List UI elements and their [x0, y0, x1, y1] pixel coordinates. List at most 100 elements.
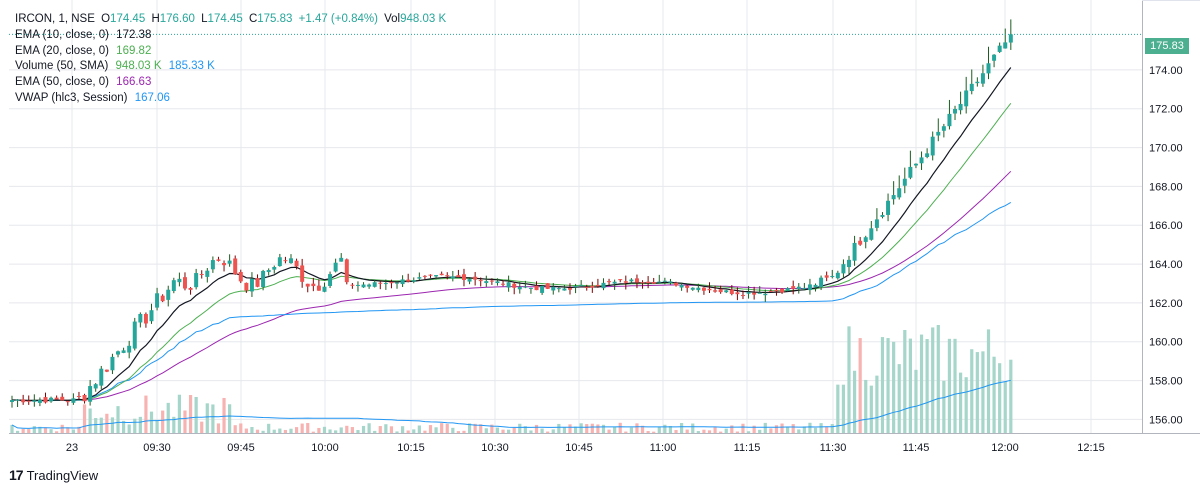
candle-body [891, 195, 896, 200]
vwap-value: 167.06 [134, 91, 170, 104]
candle-body [1008, 34, 1013, 43]
candle-body [71, 398, 76, 403]
candle-body [205, 270, 210, 277]
candle-body [266, 270, 271, 273]
candle-body [958, 103, 963, 111]
candle-body [166, 289, 171, 300]
candle-body [757, 292, 762, 294]
candle-body [796, 286, 801, 290]
candle-body [646, 281, 651, 284]
volume-bar [367, 423, 371, 433]
chart-legend: IRCON, 1, NSE O174.45 H176.60 L174.45 C1… [15, 12, 446, 107]
tradingview-brand[interactable]: 17 TradingView [9, 467, 98, 483]
candle-body [21, 399, 26, 403]
candle-body [735, 292, 740, 295]
candle-body [930, 136, 935, 156]
volume-bar [172, 416, 176, 433]
volume-bar [60, 424, 64, 433]
candle-body [65, 401, 70, 403]
volume-bar [99, 417, 103, 433]
symbol-label[interactable]: IRCON, 1, NSE [15, 13, 95, 25]
volume-bar [462, 430, 466, 433]
volume-bar [819, 423, 823, 433]
candle-body [272, 267, 277, 270]
candle-body [10, 400, 14, 402]
volume-bar [752, 425, 756, 433]
candle-body [93, 384, 98, 389]
candle-body [194, 273, 199, 288]
candle-body [584, 287, 589, 289]
candle-body [858, 240, 863, 245]
ema10-row[interactable]: EMA (10, close, 0) 172.38 [15, 28, 446, 44]
candle-body [127, 345, 132, 353]
volume-bar [914, 369, 918, 433]
candle-body [880, 214, 885, 217]
tradingview-logo-icon: 17 [9, 467, 24, 483]
candle-body [222, 263, 227, 266]
volume-bar [233, 425, 237, 433]
candle-body [941, 126, 946, 131]
volume-bar [652, 431, 656, 433]
ema50-label: EMA (50, close, 0) [15, 76, 109, 89]
volume-bar [892, 341, 896, 433]
volume-bar [880, 337, 885, 433]
candle-body [76, 395, 81, 397]
volume-bar [255, 429, 260, 433]
candle-body [913, 163, 918, 166]
close-value: 175.83 [257, 13, 293, 25]
candle-body [919, 157, 924, 164]
volume-bar [272, 429, 276, 433]
volume-bar [680, 423, 684, 433]
y-tick-label: 172.00 [1149, 104, 1183, 116]
x-tick-label: 12:00 [991, 442, 1019, 454]
volume-bar [200, 421, 204, 433]
volume-bar [15, 430, 20, 433]
volume-bar [534, 424, 539, 433]
volume-bar [992, 356, 996, 433]
volume-bar [127, 424, 131, 433]
volume-bar [501, 429, 505, 433]
volume-row[interactable]: Volume (50, SMA) 948.03 K 185.33 K [15, 59, 446, 75]
candle-body [484, 281, 489, 284]
candle-body [852, 242, 857, 261]
volume-bar [401, 426, 405, 433]
volume-sma-value: 185.33 K [168, 60, 215, 73]
candle-body [964, 90, 969, 107]
volume-bar [94, 418, 98, 433]
candle-body [210, 260, 215, 270]
volume-bar [378, 426, 382, 433]
volume-bar [919, 334, 924, 433]
volume-bar [373, 430, 377, 433]
vwap-line [12, 201, 1012, 402]
volume-bar [300, 423, 304, 433]
candle-body [623, 281, 628, 283]
volume-sma-line [11, 379, 1011, 429]
ema20-line [12, 102, 1012, 402]
candle-body [685, 285, 690, 288]
volume-bar [607, 429, 611, 433]
y-tick-label: 166.00 [1149, 220, 1183, 232]
ema20-row[interactable]: EMA (20, close, 0) 169.82 [15, 44, 446, 60]
candle-body [986, 63, 991, 74]
volume-bar [479, 424, 483, 433]
volume-bar [27, 429, 31, 433]
volume-bar [473, 423, 477, 433]
volume-bar [601, 424, 606, 433]
volume-bar [579, 423, 583, 433]
candle-body [534, 285, 539, 291]
volume-bar [964, 377, 968, 433]
candle-body [640, 282, 645, 284]
volume-bar [250, 427, 254, 433]
volume-bar [518, 423, 522, 433]
candle-body [406, 279, 411, 282]
volume-bar [646, 431, 650, 433]
volume-bar [936, 325, 940, 433]
ema50-row[interactable]: EMA (50, close, 0) 166.63 [15, 75, 446, 91]
candle-body [473, 276, 478, 280]
vwap-row[interactable]: VWAP (hlc3, Session) 167.06 [15, 91, 446, 107]
volume-bar [780, 423, 784, 433]
candle-body [316, 285, 321, 291]
candle-body [32, 400, 37, 402]
volume-bar [222, 397, 226, 433]
